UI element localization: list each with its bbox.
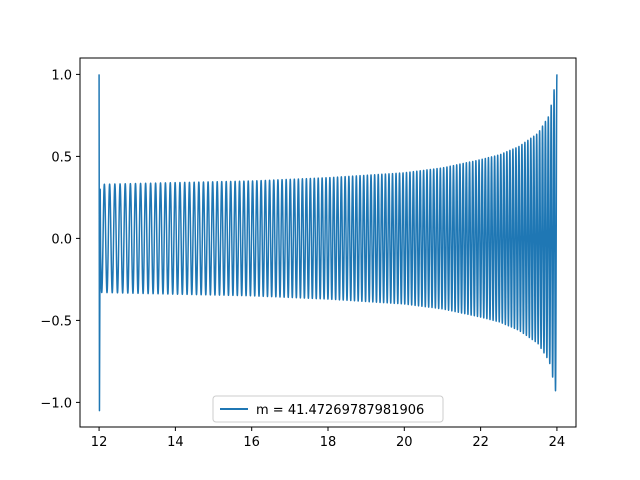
x-tick-label: 22: [472, 435, 489, 450]
legend: m = 41.47269787981906: [212, 395, 444, 423]
series-line: [98, 74, 558, 412]
x-tick-label: 18: [320, 435, 337, 450]
axes: 12 14 16 18 20 22 24 1.0 0.5 0.0 −0.5 −1.0: [40, 57, 577, 450]
y-tick-label: 0.5: [51, 150, 72, 165]
legend-box: [212, 395, 444, 423]
x-tick-label: 12: [91, 435, 108, 450]
y-tick-label: −1.0: [40, 396, 72, 411]
y-tick-label: −0.5: [40, 314, 72, 329]
x-tick-label: 24: [549, 435, 566, 450]
plot-area: [98, 74, 558, 412]
y-tick-label: 0.0: [51, 232, 72, 247]
x-tick-label: 14: [167, 435, 184, 450]
x-tick-label: 16: [243, 435, 260, 450]
x-tick-label: 20: [396, 435, 413, 450]
legend-series-label: m = 41.47269787981906: [256, 403, 424, 418]
y-tick-label: 1.0: [51, 68, 72, 83]
